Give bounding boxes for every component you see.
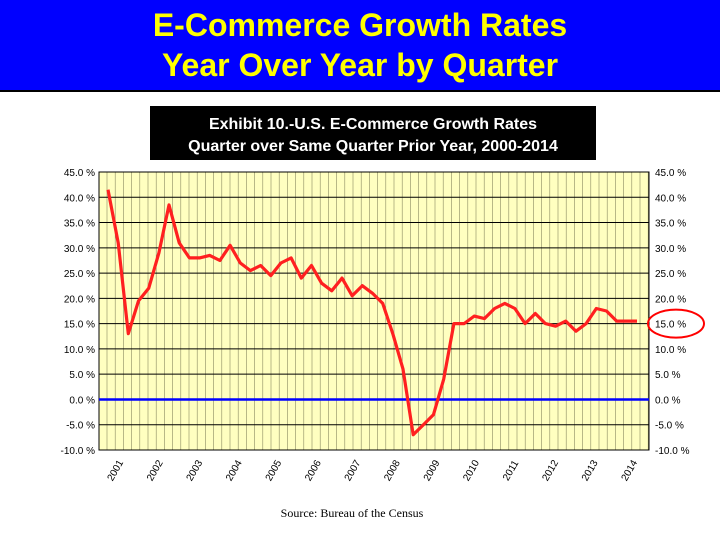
y-tick-label-left: 10.0 %	[64, 345, 95, 356]
y-tick-label-left: 45.0 %	[64, 168, 95, 179]
x-tick-label: 2014	[620, 458, 641, 483]
chart-title-line-2: Quarter over Same Quarter Prior Year, 20…	[188, 138, 558, 155]
y-tick-label-left: 25.0 %	[64, 269, 95, 280]
y-tick-label-left: -5.0 %	[66, 421, 95, 432]
y-tick-label-right: 45.0 %	[655, 168, 686, 179]
y-tick-label-right: 30.0 %	[655, 244, 686, 255]
x-tick-label: 2009	[422, 458, 443, 483]
y-tick-label-left: 40.0 %	[64, 193, 95, 204]
y-tick-label-left: 20.0 %	[64, 294, 95, 305]
y-tick-label-right: 0.0 %	[655, 395, 681, 406]
y-tick-label-left: 0.0 %	[69, 395, 95, 406]
y-tick-label-left: -10.0 %	[61, 446, 96, 457]
chart-panel: Exhibit 10.-U.S. E-Commerce Growth Rates…	[0, 90, 720, 540]
y-tick-label-right: 5.0 %	[655, 370, 681, 381]
y-tick-label-left: 15.0 %	[64, 320, 95, 331]
source-note: Source: Bureau of the Census	[281, 506, 424, 520]
highlight-circle	[647, 308, 705, 339]
y-tick-label-right: 15.0 %	[655, 320, 686, 331]
y-tick-label-left: 5.0 %	[69, 370, 95, 381]
y-tick-label-right: -10.0 %	[655, 446, 690, 457]
y-tick-label-right: 10.0 %	[655, 345, 686, 356]
y-tick-label-right: 20.0 %	[655, 294, 686, 305]
banner-title-line-1: E-Commerce Growth Rates	[152, 7, 568, 43]
plot-area	[98, 171, 650, 451]
banner-title-line-2: Year Over Year by Quarter	[161, 47, 559, 83]
x-tick-label: 2008	[382, 458, 403, 483]
chart-title-box	[150, 106, 596, 160]
growth-rate-series-line	[106, 189, 637, 437]
y-tick-label-right: 35.0 %	[655, 219, 686, 230]
y-tick-label-left: 30.0 %	[64, 244, 95, 255]
x-tick-label: 2004	[224, 458, 245, 483]
y-tick-label-right: 25.0 %	[655, 269, 686, 280]
x-tick-label: 2011	[501, 458, 521, 483]
title-banner: E-Commerce Growth Rates Year Over Year b…	[0, 0, 720, 90]
x-tick-label: 2003	[185, 458, 206, 483]
growth-rate-chart: Exhibit 10.-U.S. E-Commerce Growth Rates…	[61, 106, 705, 520]
x-tick-label: 2002	[145, 458, 166, 483]
x-tick-label: 2013	[580, 458, 601, 483]
x-tick-label: 2007	[343, 458, 364, 483]
y-tick-label-right: -5.0 %	[655, 421, 684, 432]
y-tick-label-right: 40.0 %	[655, 193, 686, 204]
y-tick-label-left: 35.0 %	[64, 219, 95, 230]
chart-title-line-1: Exhibit 10.-U.S. E-Commerce Growth Rates	[209, 116, 537, 133]
x-tick-label: 2010	[461, 458, 482, 483]
x-tick-label: 2012	[540, 458, 561, 483]
x-tick-label: 2005	[264, 458, 285, 483]
x-tick-label: 2001	[106, 458, 127, 483]
x-tick-label: 2006	[303, 458, 324, 483]
